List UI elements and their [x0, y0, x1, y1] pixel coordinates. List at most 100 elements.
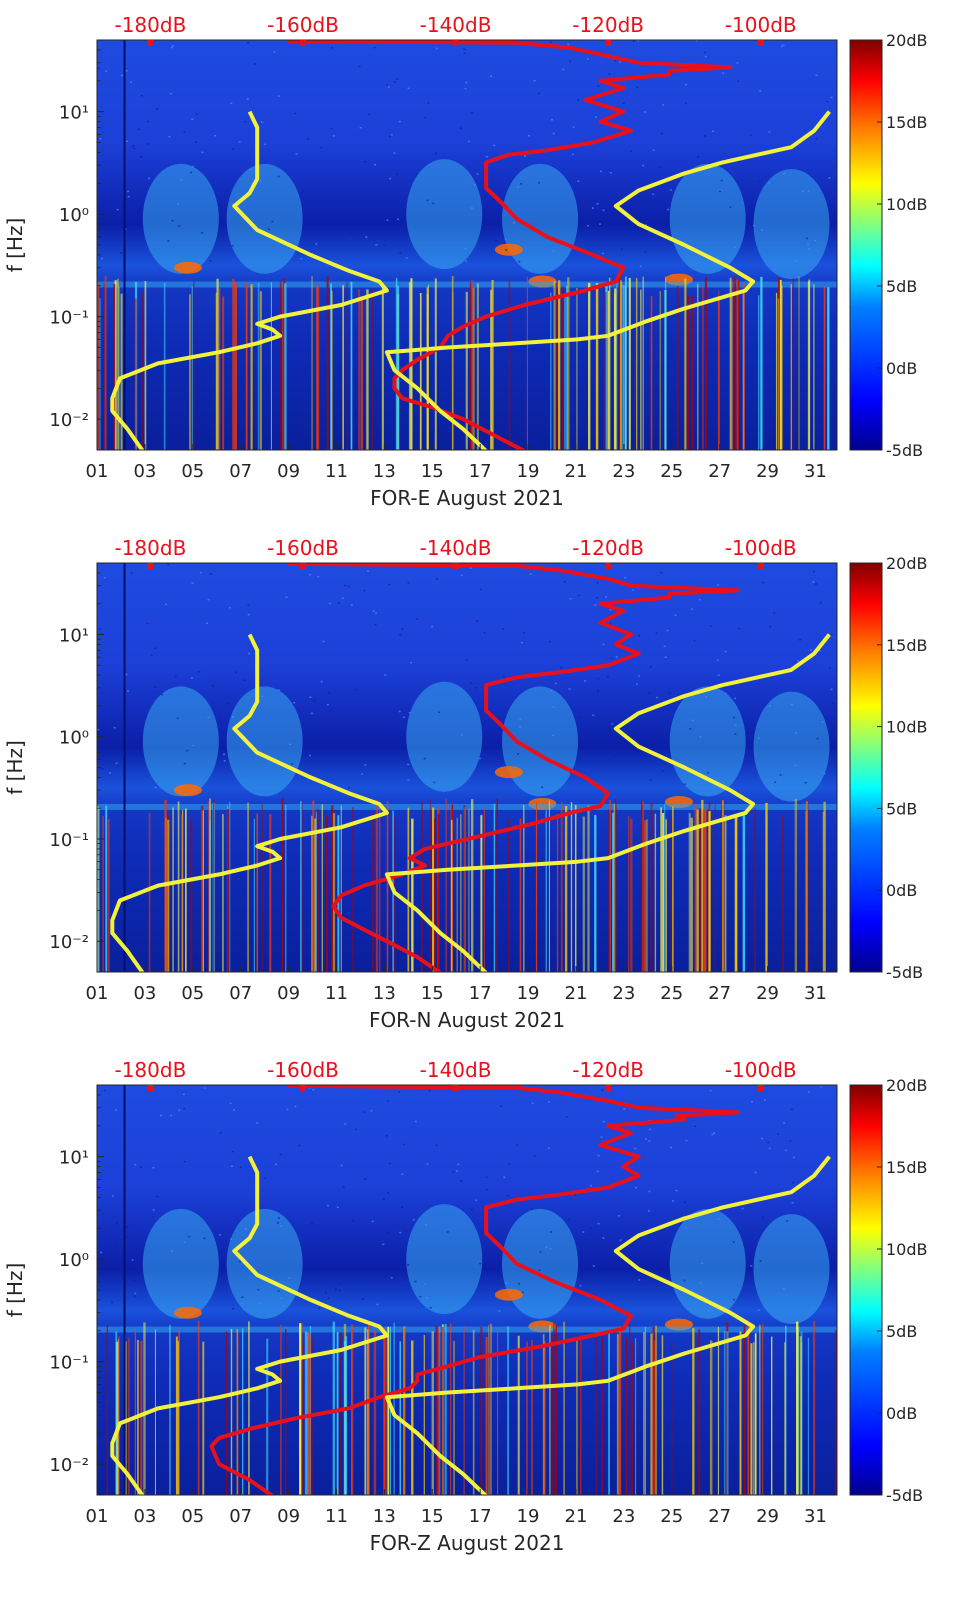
spectrogram-speckle	[749, 134, 752, 137]
spectrogram-speckle	[235, 671, 238, 674]
spectrogram-speckle	[776, 1133, 779, 1135]
spectrogram-speckle	[476, 620, 479, 622]
spectrogram-band	[97, 281, 837, 288]
spectrogram-speckle	[277, 95, 280, 97]
spectrogram-speckle	[820, 1086, 823, 1088]
spectrogram-speckle	[568, 688, 571, 690]
spectrogram-speckle	[342, 1186, 345, 1188]
spectrogram-speckle	[97, 67, 100, 70]
spectrogram-speckle	[571, 153, 574, 156]
spectrogram-speckle	[685, 1139, 688, 1142]
spectrogram-speckle	[317, 575, 320, 578]
spectrogram-speckle	[465, 81, 468, 84]
spectrogram-speckle	[277, 1290, 280, 1292]
top-axis-label: -140dB	[420, 536, 492, 560]
spectrogram-speckle	[273, 51, 276, 53]
spectrogram-speckle	[403, 1143, 406, 1146]
spectrogram-speckle	[789, 1139, 792, 1142]
colorbar-label: 20dB	[886, 31, 928, 50]
top-axis-tick	[452, 1085, 459, 1091]
spectrogram-speckle	[632, 589, 635, 591]
spectrogram-speckle	[712, 130, 715, 133]
top-axis-label: -140dB	[420, 1058, 492, 1082]
spectrogram-speckle	[383, 244, 386, 246]
spectrogram-speckle	[505, 1282, 508, 1284]
spectrogram-speckle	[244, 1228, 247, 1230]
spectrogram-speckle	[649, 665, 652, 668]
spectrogram-speckle	[424, 1223, 427, 1226]
spectrogram-speckle	[347, 585, 350, 587]
spectrogram-speckle	[322, 640, 325, 643]
spectrogram-speckle	[457, 1163, 460, 1166]
spectrogram-speckle	[601, 1089, 604, 1091]
spectrogram-speckle	[309, 696, 312, 698]
spectrogram-speckle	[683, 1279, 686, 1282]
spectrogram-speckle	[732, 1241, 735, 1243]
spectrogram-speckle	[174, 675, 177, 678]
spectrogram-speckle	[192, 744, 195, 747]
spectrogram-speckle	[498, 1310, 501, 1312]
spectrogram-speckle	[549, 1248, 552, 1250]
spectrogram-speckle	[600, 1136, 603, 1138]
spectrogram-speckle	[126, 1226, 129, 1228]
top-axis-label: -120dB	[572, 536, 644, 560]
x-tick-label: 11	[325, 461, 348, 482]
spectrogram-speckle	[675, 1189, 678, 1192]
spectrogram-speckle	[574, 1194, 577, 1196]
spectrogram-speckle	[662, 104, 665, 106]
spectrogram-speckle	[506, 1194, 509, 1197]
spectrogram-speckle	[414, 1120, 417, 1123]
colorbar-label: 0dB	[886, 881, 917, 900]
x-tick-label: 07	[229, 1506, 252, 1527]
spectrogram-speckle	[277, 689, 280, 691]
spectrogram-speckle	[375, 243, 378, 246]
spectrogram-speckle	[619, 61, 622, 63]
spectrogram-energy-patch	[142, 686, 219, 797]
x-tick-label: 23	[612, 983, 635, 1004]
spectrogram-speckle	[754, 1171, 757, 1174]
spectrogram-speckle	[769, 625, 772, 628]
spectrogram-speckle	[396, 78, 399, 80]
spectrogram-speckle	[127, 690, 130, 692]
spectrogram-speckle	[264, 1177, 267, 1179]
spectrogram-speckle	[218, 1234, 221, 1236]
top-axis-label: -180dB	[114, 536, 186, 560]
spectrogram-speckle	[154, 647, 157, 650]
spectrogram-speckle	[649, 779, 652, 781]
spectrogram-speckle	[154, 686, 157, 688]
spectrogram-speckle	[761, 229, 764, 231]
spectrogram-speckle	[644, 224, 647, 226]
spectrogram-speckle	[277, 1217, 280, 1219]
spectrogram-speckle	[623, 1108, 626, 1110]
colorbar-label: 5dB	[886, 1322, 917, 1341]
spectrogram-speckle	[547, 1147, 550, 1149]
spectrogram-speckle	[146, 622, 149, 625]
spectrogram-speckle	[518, 1283, 521, 1285]
spectrogram-speckle	[579, 1284, 582, 1287]
spectrogram-speckle	[814, 583, 817, 585]
spectrogram-speckle	[520, 641, 523, 644]
spectrogram-speckle	[821, 721, 824, 723]
spectrogram-speckle	[801, 190, 804, 192]
x-tick-label: 03	[133, 1506, 156, 1527]
spectrogram-speckle	[294, 112, 297, 115]
spectrogram-speckle	[180, 179, 183, 181]
x-axis-title: FOR-E August 2021	[370, 486, 564, 510]
colorbar	[849, 562, 883, 973]
spectrogram-speckle	[399, 1231, 402, 1234]
spectrogram-speckle	[339, 1289, 342, 1292]
series-line-reference-model	[384, 633, 831, 972]
spectrogram-speckle	[190, 171, 193, 174]
spectrogram-speckle	[382, 1243, 385, 1246]
spectrogram-speckle	[521, 1291, 524, 1294]
spectrogram-speckle	[518, 260, 521, 263]
spectrogram-speckle	[685, 1227, 688, 1229]
series-line-spectrum	[209, 1085, 740, 1495]
spectrogram-speckle	[794, 731, 797, 734]
spectrogram-speckle	[830, 633, 833, 636]
spectrogram-speckle	[699, 736, 702, 738]
colorbar-label: 5dB	[886, 277, 917, 296]
x-tick-label: 19	[517, 461, 540, 482]
colorbar	[849, 1084, 883, 1496]
spectrogram-speckle	[524, 155, 527, 157]
